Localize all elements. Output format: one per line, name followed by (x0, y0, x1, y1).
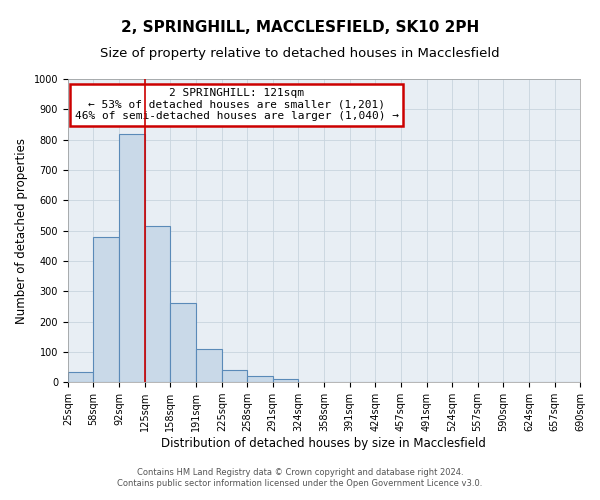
Bar (272, 379, 298, 382)
Bar (170, 304, 196, 382)
Text: Size of property relative to detached houses in Macclesfield: Size of property relative to detached ho… (100, 48, 500, 60)
Bar (247, 376, 272, 382)
Bar (119, 134, 145, 382)
Bar (145, 226, 170, 382)
X-axis label: Distribution of detached houses by size in Macclesfield: Distribution of detached houses by size … (161, 437, 487, 450)
Text: 2 SPRINGHILL: 121sqm
← 53% of detached houses are smaller (1,201)
46% of semi-de: 2 SPRINGHILL: 121sqm ← 53% of detached h… (75, 88, 399, 122)
Bar (222, 370, 247, 382)
Bar (68, 372, 93, 382)
Bar (93, 236, 119, 382)
Y-axis label: Number of detached properties: Number of detached properties (15, 138, 28, 324)
Text: 2, SPRINGHILL, MACCLESFIELD, SK10 2PH: 2, SPRINGHILL, MACCLESFIELD, SK10 2PH (121, 20, 479, 35)
Text: Contains HM Land Registry data © Crown copyright and database right 2024.
Contai: Contains HM Land Registry data © Crown c… (118, 468, 482, 487)
Bar (196, 349, 222, 382)
